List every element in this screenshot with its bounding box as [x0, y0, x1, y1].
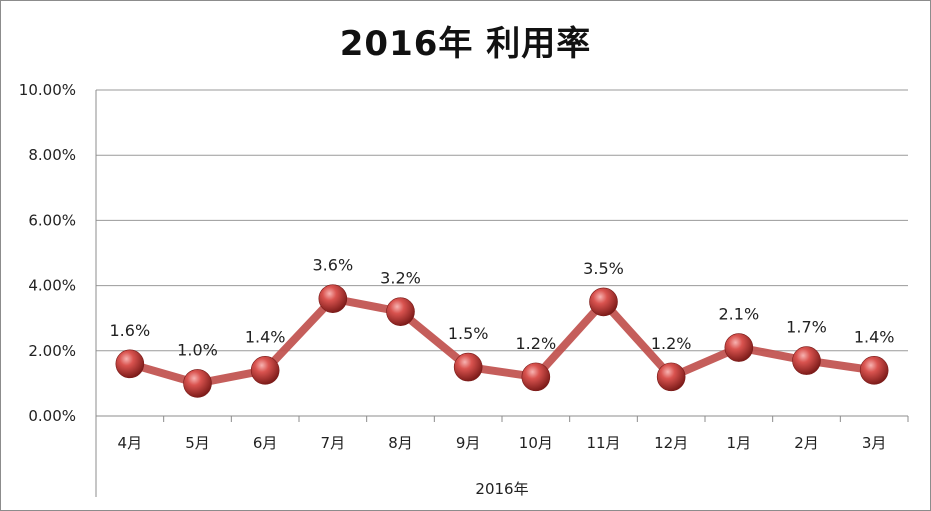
data-label: 3.5%: [583, 259, 624, 278]
data-label: 3.6%: [313, 256, 354, 275]
data-label: 1.7%: [786, 318, 827, 337]
data-point: [792, 346, 821, 375]
x-tick-label: 3月: [862, 434, 887, 452]
data-point: [656, 362, 686, 392]
data-point: [521, 362, 551, 392]
x-tick-label: 7月: [321, 434, 346, 452]
y-tick-label: 6.00%: [28, 211, 76, 229]
data-point: [115, 349, 145, 379]
y-tick-label: 8.00%: [28, 146, 76, 164]
y-tick-label: 10.00%: [19, 81, 76, 99]
data-label: 3.2%: [380, 269, 421, 288]
data-label: 2.1%: [719, 305, 760, 324]
series-line: [125, 294, 879, 388]
x-tick-label: 1月: [727, 434, 752, 452]
data-point: [724, 333, 754, 362]
data-point: [859, 356, 889, 385]
data-point: [250, 356, 280, 385]
x-tick-label: 12月: [654, 434, 688, 452]
y-tick-label: 0.00%: [28, 407, 76, 425]
chart-title: 2016年 利用率: [339, 24, 592, 64]
x-axis-title: 2016年: [475, 480, 528, 498]
x-tick-label: 10月: [519, 434, 553, 452]
x-tick-label: 2月: [794, 434, 819, 452]
x-tick-label: 8月: [388, 434, 413, 452]
x-tick-label: 5月: [185, 434, 210, 452]
data-label: 1.4%: [245, 327, 286, 346]
data-point: [318, 284, 348, 313]
y-tick-label: 2.00%: [28, 342, 76, 360]
data-label: 1.4%: [854, 327, 895, 346]
data-label: 1.0%: [177, 340, 218, 359]
y-tick-label: 4.00%: [28, 277, 76, 295]
x-tick-label: 11月: [586, 434, 620, 452]
data-point: [386, 297, 415, 326]
data-point: [453, 352, 483, 382]
x-tick-label: 6月: [253, 434, 278, 452]
data-label: 1.6%: [110, 321, 151, 340]
x-tick-label: 9月: [456, 434, 481, 452]
data-label: 1.2%: [516, 334, 557, 353]
data-label: 1.5%: [448, 324, 489, 343]
data-point: [589, 287, 618, 317]
x-tick-label: 4月: [118, 434, 143, 452]
data-label: 1.2%: [651, 334, 692, 353]
data-point: [183, 369, 212, 398]
